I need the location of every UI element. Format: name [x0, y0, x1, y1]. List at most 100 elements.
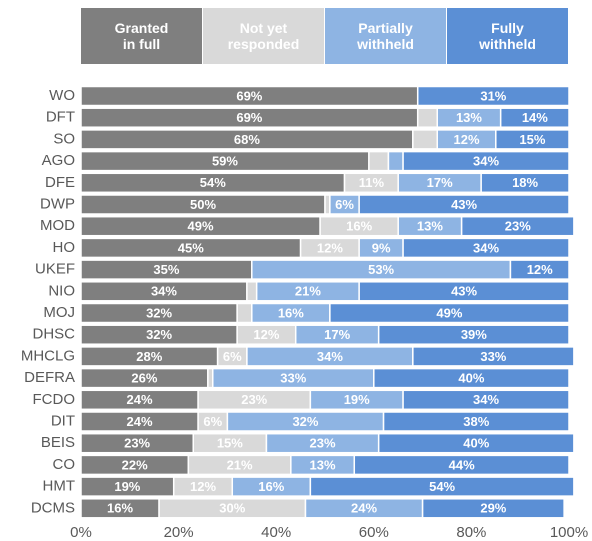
data-label: 17%: [427, 175, 453, 190]
data-label: 6%: [335, 197, 354, 212]
bar-segment: [402, 389, 570, 411]
data-label: 15%: [217, 436, 243, 451]
y-tick-label: UKEF: [35, 261, 75, 278]
data-label: 23%: [124, 436, 150, 451]
y-tick-label: WO: [49, 87, 75, 104]
data-label: 54%: [200, 175, 226, 190]
x-tick-label: 20%: [164, 524, 194, 541]
bar-segment: [421, 498, 565, 519]
bar-segment: [387, 150, 404, 172]
bar-segment: [373, 367, 570, 389]
bar-segment: [412, 129, 438, 150]
data-label: 30%: [219, 501, 245, 516]
data-label: 53%: [368, 262, 394, 277]
data-label: 6%: [223, 349, 242, 364]
data-label: 69%: [236, 88, 262, 103]
bar-segment: [358, 194, 570, 215]
y-tick-label: DWP: [40, 195, 75, 212]
y-tick-label: MHCLG: [21, 347, 75, 364]
x-tick-label: 0%: [70, 524, 92, 541]
data-label: 45%: [178, 240, 204, 255]
bar-segment: [509, 259, 570, 280]
bar-segment: [480, 172, 570, 194]
data-label: 34%: [473, 392, 499, 407]
bar-segment: [353, 454, 570, 476]
data-label: 39%: [461, 327, 487, 342]
data-label: 44%: [449, 457, 475, 472]
bar-segment: [377, 324, 570, 345]
bar-segment: [460, 215, 575, 237]
data-label: 15%: [519, 132, 545, 147]
y-tick-label: DFT: [46, 109, 75, 126]
data-label: 40%: [458, 371, 484, 386]
y-tick-label: DHSC: [32, 326, 75, 343]
data-label: 16%: [258, 479, 284, 494]
data-label: 43%: [451, 284, 477, 299]
data-label: 28%: [136, 349, 162, 364]
legend-entry: Granted in full: [81, 8, 202, 64]
x-tick-label: 100%: [550, 524, 588, 541]
data-label: 54%: [429, 479, 455, 494]
data-label: 49%: [436, 305, 462, 320]
y-tick-label: CO: [53, 456, 76, 473]
data-label: 6%: [203, 414, 222, 429]
bar-segment: [377, 432, 575, 454]
data-label: 34%: [151, 284, 177, 299]
data-label: 23%: [241, 392, 267, 407]
data-label: 9%: [372, 240, 391, 255]
data-label: 68%: [234, 132, 260, 147]
data-label: 14%: [522, 110, 548, 125]
data-label: 13%: [456, 110, 482, 125]
data-label: 34%: [473, 240, 499, 255]
data-label: 32%: [292, 414, 318, 429]
y-tick-label: DEFRA: [24, 369, 75, 386]
y-tick-label: HO: [53, 239, 76, 256]
data-label: 32%: [146, 327, 172, 342]
bar-segment: [412, 346, 575, 367]
bar-segment: [499, 107, 570, 128]
data-label: 24%: [127, 414, 153, 429]
data-label: 23%: [505, 219, 531, 234]
data-label: 19%: [114, 479, 140, 494]
bar-segment: [495, 129, 570, 150]
x-tick-label: 80%: [456, 524, 486, 541]
bar-segment: [329, 302, 570, 324]
data-label: 21%: [295, 284, 321, 299]
data-label: 23%: [310, 436, 336, 451]
data-label: 31%: [480, 88, 506, 103]
y-tick-label: HMT: [43, 478, 76, 495]
y-tick-label: NIO: [48, 282, 75, 299]
data-label: 34%: [317, 349, 343, 364]
y-tick-label: DFE: [45, 174, 75, 191]
x-tick-label: 40%: [261, 524, 291, 541]
bar-segment: [416, 85, 570, 107]
y-tick-label: BEIS: [41, 434, 75, 451]
y-tick-label: MOJ: [43, 304, 75, 321]
data-label: 33%: [480, 349, 506, 364]
data-label: 50%: [190, 197, 216, 212]
bar-segment: [246, 281, 258, 302]
data-label: 40%: [463, 436, 489, 451]
y-tick-label: DIT: [51, 412, 75, 429]
data-label: 26%: [131, 371, 157, 386]
y-tick-label: FCDO: [33, 391, 76, 408]
data-label: 13%: [310, 457, 336, 472]
data-label: 21%: [227, 457, 253, 472]
data-label: 33%: [280, 371, 306, 386]
bar-segment: [402, 237, 570, 259]
data-label: 32%: [146, 305, 172, 320]
data-label: 29%: [480, 501, 506, 516]
legend-entry: Fully withheld: [447, 8, 568, 64]
data-label: 22%: [122, 457, 148, 472]
bar-segment: [402, 150, 570, 172]
data-label: 16%: [278, 305, 304, 320]
data-label: 12%: [454, 132, 480, 147]
bar-segment: [358, 281, 570, 302]
data-label: 17%: [324, 327, 350, 342]
data-label: 24%: [127, 392, 153, 407]
y-tick-label: AGO: [42, 152, 75, 169]
y-tick-label: DCMS: [31, 499, 75, 516]
bar-segment: [416, 107, 438, 128]
